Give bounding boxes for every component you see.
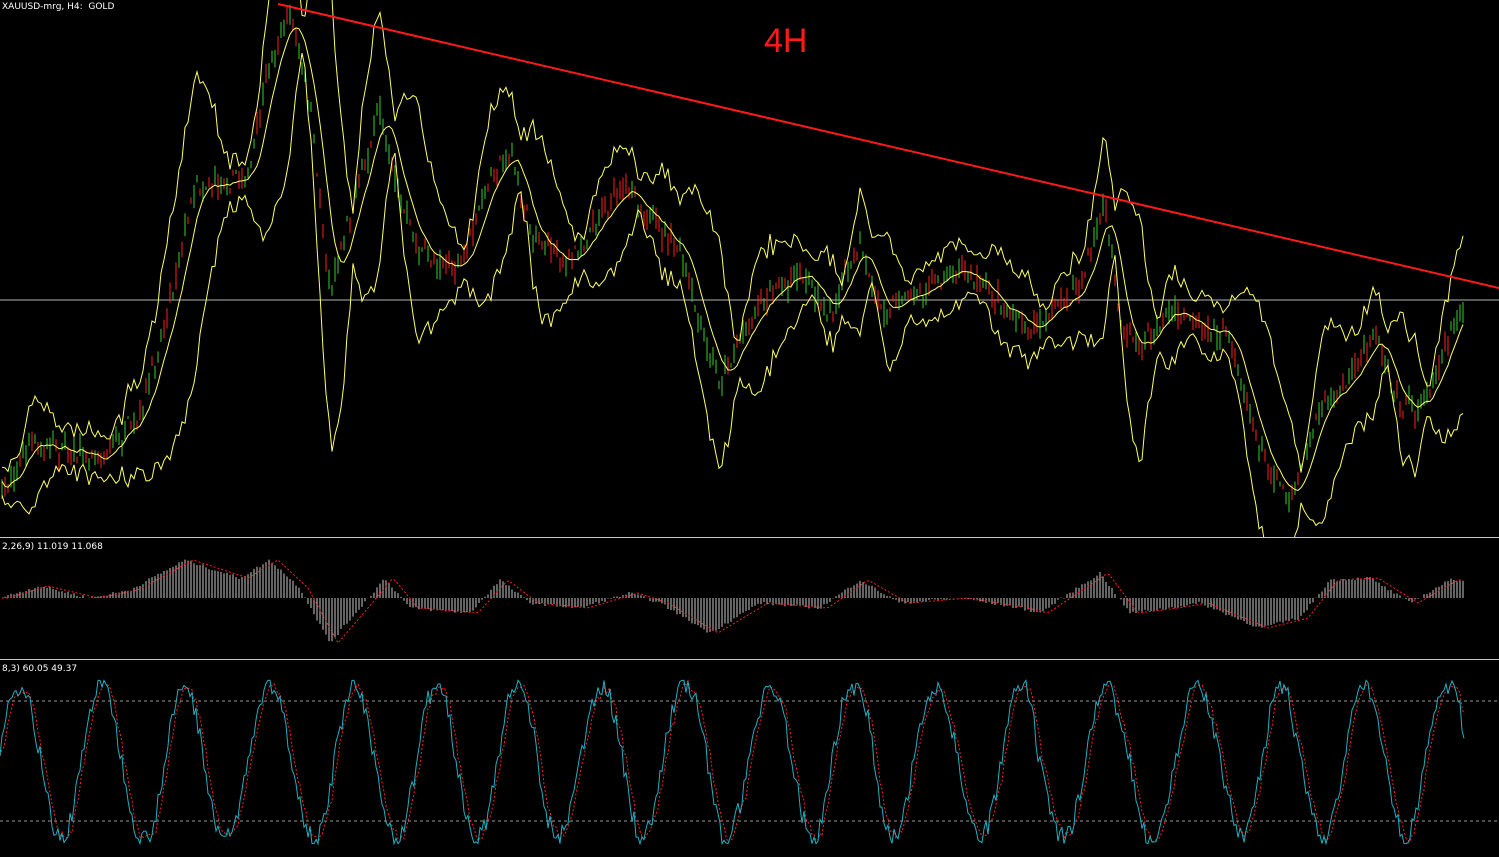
pane-separator[interactable]: [0, 659, 1499, 660]
stochastic-label: 8,3) 60.05 49.37: [2, 664, 78, 674]
stochastic-main-line: [0, 679, 1465, 846]
bollinger-lower-band: [1, 52, 1464, 537]
macd-pane[interactable]: 2,26,9) 11.019 11.068: [0, 540, 1499, 659]
macd-signal-line: [2, 559, 1463, 644]
price-chart-canvas[interactable]: [0, 0, 1499, 537]
timeframe-annotation: 4H: [764, 22, 808, 60]
macd-label: 2,26,9) 11.019 11.068: [2, 542, 103, 552]
bollinger-upper-band: [1, 0, 1464, 473]
bollinger-middle-band: [1, 27, 1464, 491]
stochastic-canvas[interactable]: [0, 662, 1499, 857]
pane-separator[interactable]: [0, 537, 1499, 538]
trendline: [277, 3, 1499, 289]
price-chart-pane[interactable]: XAUUSD-mrg, H4: GOLD 4H: [0, 0, 1499, 537]
stochastic-pane[interactable]: 8,3) 60.05 49.37: [0, 662, 1499, 857]
chart-title: XAUUSD-mrg, H4: GOLD: [2, 2, 115, 12]
macd-canvas[interactable]: [0, 540, 1499, 659]
stochastic-signal-line: [0, 679, 1465, 846]
